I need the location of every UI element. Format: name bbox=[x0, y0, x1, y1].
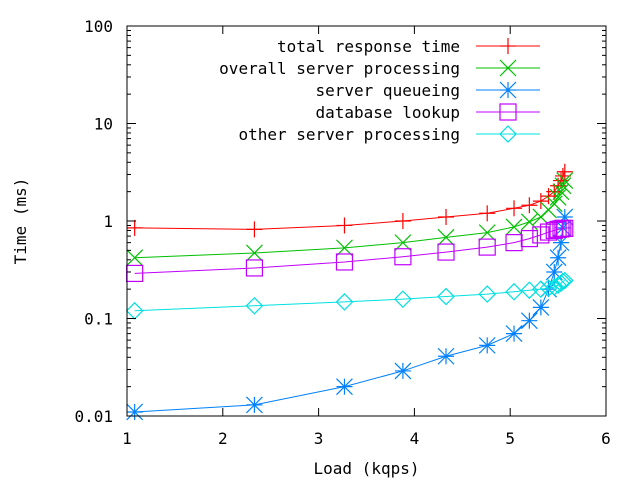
data-point bbox=[126, 249, 144, 267]
data-point bbox=[554, 177, 572, 195]
data-point bbox=[394, 213, 411, 229]
data-point bbox=[520, 229, 538, 248]
legend-swatch-marker bbox=[499, 125, 517, 143]
data-point bbox=[521, 197, 538, 214]
data-point bbox=[336, 378, 353, 396]
data-point bbox=[246, 221, 263, 238]
data-point bbox=[335, 293, 354, 311]
data-point bbox=[394, 248, 412, 266]
data-point bbox=[478, 336, 496, 354]
legend-item: database lookup bbox=[316, 103, 540, 122]
data-point bbox=[438, 208, 455, 225]
legend-label: total response time bbox=[277, 37, 460, 56]
y-tick-label: 10 bbox=[94, 115, 113, 134]
data-point bbox=[478, 238, 496, 256]
x-tick-label: 5 bbox=[505, 429, 515, 448]
legend-item: other server processing bbox=[238, 125, 540, 144]
data-point bbox=[126, 403, 144, 421]
legend-label: overall server processing bbox=[219, 59, 460, 78]
series-markers-2 bbox=[126, 208, 574, 421]
y-tick-label: 0.01 bbox=[74, 407, 113, 426]
legend-label: server queueing bbox=[316, 81, 461, 100]
legend-swatch-marker bbox=[499, 59, 517, 77]
x-tick-label: 2 bbox=[218, 429, 228, 448]
x-tick-label: 4 bbox=[410, 429, 420, 448]
y-axis-label: Time (ms) bbox=[11, 178, 30, 265]
data-point bbox=[394, 234, 412, 252]
data-point bbox=[336, 239, 353, 257]
series-markers-1 bbox=[126, 172, 574, 267]
legend-item: server queueing bbox=[316, 81, 540, 100]
data-point bbox=[335, 253, 354, 271]
data-point bbox=[506, 200, 523, 217]
data-point bbox=[126, 219, 143, 236]
data-point bbox=[505, 234, 523, 252]
legend-swatch-marker bbox=[499, 103, 517, 121]
data-point bbox=[437, 347, 455, 365]
data-point bbox=[520, 312, 538, 330]
y-tick-label: 0.1 bbox=[84, 310, 113, 329]
x-tick-label: 6 bbox=[601, 429, 611, 448]
data-point bbox=[437, 243, 455, 261]
data-point bbox=[245, 296, 264, 315]
x-tick-label: 1 bbox=[122, 429, 132, 448]
data-point bbox=[556, 172, 574, 189]
series-markers-3 bbox=[126, 219, 574, 283]
data-point bbox=[505, 282, 523, 301]
data-point bbox=[394, 362, 412, 380]
data-point bbox=[554, 272, 572, 291]
data-point bbox=[545, 221, 563, 240]
data-point bbox=[394, 290, 412, 308]
data-point bbox=[555, 271, 574, 290]
data-point bbox=[549, 249, 567, 267]
data-point bbox=[556, 163, 573, 180]
data-point bbox=[245, 244, 263, 262]
x-tick-label: 3 bbox=[314, 429, 324, 448]
data-point bbox=[479, 205, 496, 222]
data-point bbox=[505, 218, 523, 236]
x-axis-label: Load (kqps) bbox=[314, 459, 420, 478]
data-point bbox=[336, 217, 353, 234]
legend-label: database lookup bbox=[316, 103, 461, 122]
data-point bbox=[505, 325, 523, 343]
data-point bbox=[245, 396, 263, 414]
data-point bbox=[437, 287, 455, 306]
y-tick-label: 1 bbox=[103, 212, 113, 231]
data-point bbox=[478, 224, 496, 242]
y-tick-label: 100 bbox=[84, 17, 113, 36]
data-point bbox=[556, 219, 574, 237]
data-point bbox=[532, 298, 550, 316]
legend: total response time overall server proces… bbox=[219, 37, 540, 144]
axes: 1 2 3 4 5 6 0.01 0.1 1 10 100 bbox=[74, 17, 610, 448]
data-point bbox=[245, 259, 264, 277]
data-point bbox=[549, 276, 567, 294]
legend-item: total response time bbox=[277, 37, 540, 56]
data-point bbox=[554, 167, 571, 184]
data-point bbox=[549, 188, 567, 206]
legend-swatch-marker bbox=[499, 81, 517, 99]
legend-item: overall server processing bbox=[219, 59, 540, 78]
data-point bbox=[437, 228, 455, 246]
legend-label: other server processing bbox=[238, 125, 460, 144]
data-point bbox=[552, 172, 569, 189]
data-point bbox=[552, 183, 570, 201]
data-point bbox=[539, 279, 558, 297]
legend-swatch-marker bbox=[500, 38, 516, 54]
series-line-3 bbox=[134, 227, 565, 274]
data-point bbox=[545, 278, 564, 296]
series-markers-0 bbox=[126, 163, 573, 238]
data-point bbox=[478, 285, 497, 303]
